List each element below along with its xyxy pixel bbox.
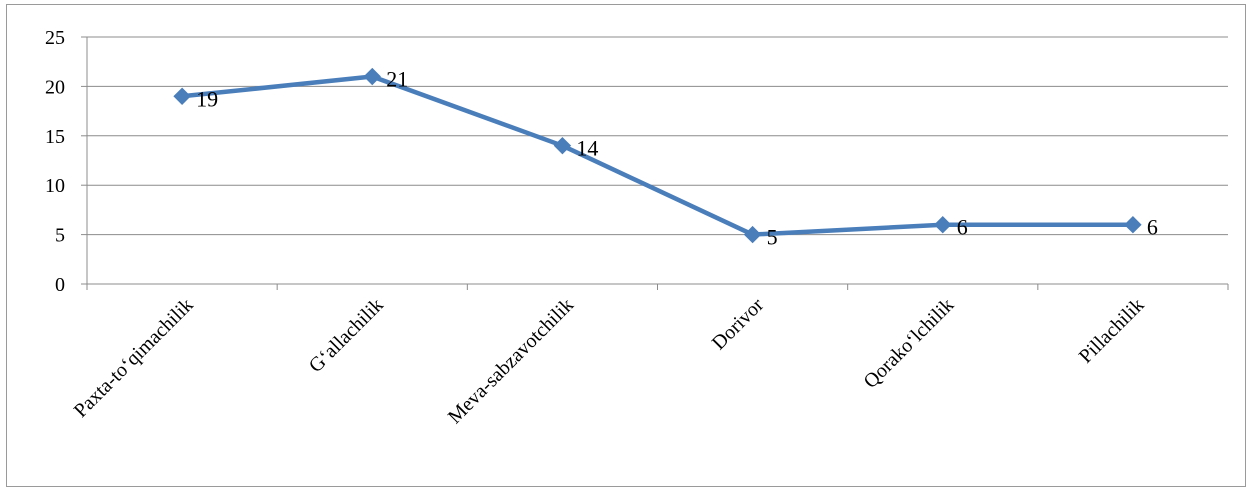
data-label: 14 <box>576 136 598 161</box>
x-tick-label: Pillachilik <box>1075 294 1149 368</box>
x-tick-label: Meva-sabzavotchilik <box>444 294 578 428</box>
data-label: 5 <box>767 225 778 250</box>
axes <box>81 36 1229 290</box>
data-point-marker <box>553 136 572 155</box>
y-tick-label: 10 <box>45 175 65 197</box>
data-point-marker <box>934 216 952 234</box>
data-point-marker <box>363 67 381 86</box>
series-markers <box>173 67 1142 244</box>
y-tick-label: 15 <box>45 126 65 148</box>
x-tick-label: Paxta-to‘qimachilik <box>70 294 198 422</box>
data-point-marker <box>173 87 191 105</box>
data-label: 6 <box>1147 215 1158 240</box>
x-tick-labels: Paxta-to‘qimachilik G‘allachilik Meva-sabz… <box>70 294 1149 428</box>
y-tick-label: 5 <box>55 225 65 247</box>
chart-frame <box>6 4 1246 487</box>
x-tick-label: Qorako‘lchilik <box>859 294 958 393</box>
y-tick-label: 25 <box>45 27 65 49</box>
data-label: 6 <box>957 215 968 240</box>
data-label: 21 <box>386 67 408 92</box>
data-point-marker <box>1124 216 1142 234</box>
y-tick-label: 0 <box>55 274 65 296</box>
y-tick-label: 20 <box>45 76 65 98</box>
y-tick-labels: 0 5 10 15 20 25 <box>45 27 65 296</box>
series-line <box>181 74 1133 237</box>
data-point-marker <box>743 225 762 244</box>
x-tick-label: G‘allachilik <box>305 294 388 377</box>
series-line-path <box>181 74 1133 237</box>
data-label: 19 <box>196 86 218 111</box>
data-labels: 19 21 14 5 6 6 <box>196 67 1158 250</box>
gridlines <box>87 36 1228 236</box>
x-tick-label: Dorivor <box>708 294 769 355</box>
